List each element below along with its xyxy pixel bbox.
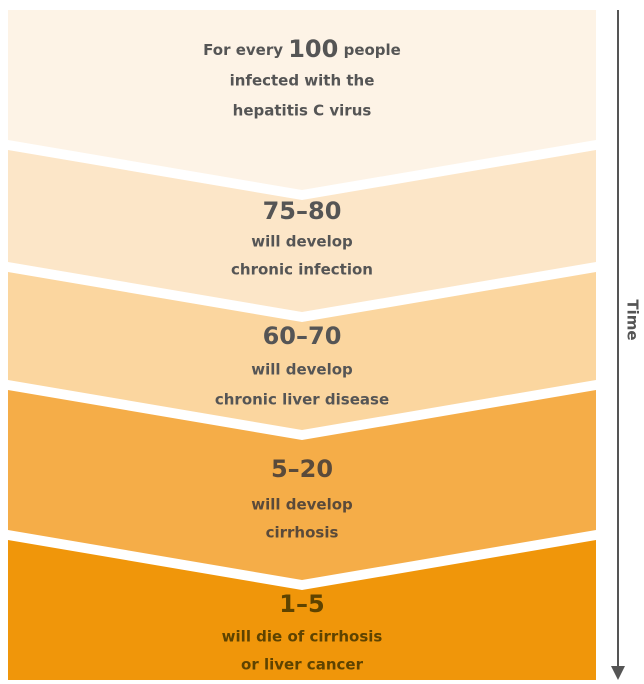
stage-line: cirrhosis <box>266 524 339 542</box>
stage-line: will develop <box>251 496 353 514</box>
stage-shape <box>8 540 596 680</box>
stage-number: 1–5 <box>279 590 324 618</box>
stage-line: or liver cancer <box>241 656 364 674</box>
header-prefix: For every <box>203 41 283 59</box>
header-number: 100 <box>288 35 338 63</box>
stage-number: 60–70 <box>263 322 342 350</box>
stage-number: 75–80 <box>263 197 342 225</box>
stage-shape <box>8 272 596 430</box>
header-suffix: people <box>344 41 401 59</box>
header-line: For every 100 people <box>203 35 401 63</box>
stage-shape <box>8 390 596 580</box>
axis-label: Time <box>624 299 642 340</box>
time-arrowhead <box>611 666 625 680</box>
stage-line: will develop <box>251 361 353 379</box>
header-line: infected with the <box>230 72 375 90</box>
stage-line: will die of cirrhosis <box>222 628 383 646</box>
stage-shape <box>8 10 596 190</box>
stage-number: 5–20 <box>271 455 333 483</box>
stage-shape <box>8 150 596 312</box>
stage-line: will develop <box>251 233 353 251</box>
header-line: hepatitis C virus <box>233 102 372 120</box>
stage-line: chronic infection <box>231 261 373 279</box>
stage-line: chronic liver disease <box>215 391 389 409</box>
